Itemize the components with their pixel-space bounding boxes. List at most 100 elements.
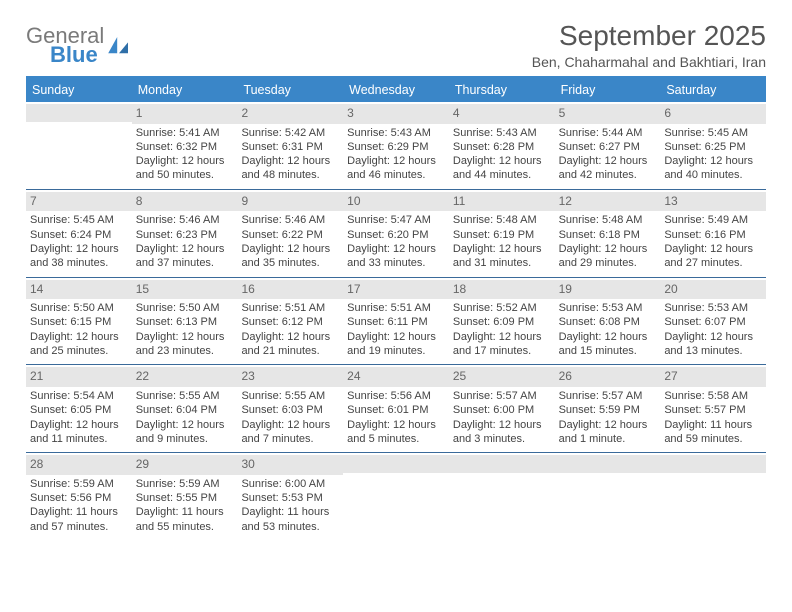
day-cell — [555, 453, 661, 540]
day-cell: 10Sunrise: 5:47 AMSunset: 6:20 PMDayligh… — [343, 190, 449, 277]
day-number: 19 — [555, 280, 661, 300]
day-cell: 13Sunrise: 5:49 AMSunset: 6:16 PMDayligh… — [660, 190, 766, 277]
day-cell: 25Sunrise: 5:57 AMSunset: 6:00 PMDayligh… — [449, 365, 555, 452]
sunrise-text: Sunrise: 5:53 AM — [559, 301, 657, 315]
sunset-text: Sunset: 6:03 PM — [241, 403, 339, 417]
day-cell — [343, 453, 449, 540]
daylight-text: Daylight: 12 hours and 21 minutes. — [241, 330, 339, 359]
day-cell — [660, 453, 766, 540]
sunrise-text: Sunrise: 5:56 AM — [347, 389, 445, 403]
daylight-text: Daylight: 11 hours and 53 minutes. — [241, 505, 339, 534]
daylight-text: Daylight: 12 hours and 23 minutes. — [136, 330, 234, 359]
daylight-text: Daylight: 12 hours and 40 minutes. — [664, 154, 762, 183]
day-number: 9 — [237, 192, 343, 212]
week-row: 21 Sunrise: 5:54 AMSunset: 6:05 PM Dayligh… — [26, 365, 766, 453]
daylight-text: Daylight: 12 hours and 35 minutes. — [241, 242, 339, 271]
sail-icon — [108, 37, 130, 55]
location-subtitle: Ben, Chaharmahal and Bakhtiari, Iran — [532, 54, 766, 70]
day-cell: 26Sunrise: 5:57 AMSunset: 5:59 PMDayligh… — [555, 365, 661, 452]
sunset-text: Sunset: 6:13 PM — [136, 315, 234, 329]
week-row: 14 Sunrise: 5:50 AM Sunset: 6:15 PM Dayligh… — [26, 278, 766, 366]
daylight-text: Daylight: 12 hours and 37 minutes. — [136, 242, 234, 271]
day-number — [449, 455, 555, 473]
week-row: 7Sunrise: 5:45 AMSunset: 6:24 PMDaylight… — [26, 190, 766, 278]
day-number: 28 — [26, 455, 132, 475]
day-cell: 20Sunrise: 5:53 AMSunset: 6:07 PMDayligh… — [660, 278, 766, 365]
sunset-text: Sunset: 5:56 PM — [30, 491, 128, 505]
day-cell: 7Sunrise: 5:45 AMSunset: 6:24 PMDaylight… — [26, 190, 132, 277]
day-cell: 18Sunrise: 5:52 AMSunset: 6:09 PMDayligh… — [449, 278, 555, 365]
daylight-text: Daylight: 12 hours and 3 minutes. — [453, 418, 551, 447]
sunrise-text: Sunrise: 5:54 AM — [30, 389, 128, 403]
sunset-text: Sunset: 6:04 PM — [136, 403, 234, 417]
daylight-text: Daylight: 12 hours and 42 minutes. — [559, 154, 657, 183]
day-number — [555, 455, 661, 473]
day-number: 11 — [449, 192, 555, 212]
sunrise-text: Sunrise: 5:48 AM — [559, 213, 657, 227]
daylight-text: Daylight: 11 hours and 57 minutes. — [30, 505, 128, 534]
day-number — [343, 455, 449, 473]
logo-text: General Blue — [26, 24, 104, 66]
day-number: 1 — [132, 104, 238, 124]
day-number: 21 — [26, 367, 132, 387]
day-number: 3 — [343, 104, 449, 124]
day-cell: 6Sunrise: 5:45 AMSunset: 6:25 PMDaylight… — [660, 102, 766, 189]
sunset-text: Sunset: 6:01 PM — [347, 403, 445, 417]
daylight-text: Daylight: 12 hours and 29 minutes. — [559, 242, 657, 271]
sunrise-text: Sunrise: 5:55 AM — [241, 389, 339, 403]
daylight-text: Daylight: 12 hours and 46 minutes. — [347, 154, 445, 183]
day-number: 27 — [660, 367, 766, 387]
calendar: Sunday Monday Tuesday Wednesday Thursday… — [26, 76, 766, 540]
sunrise-text: Sunrise: 5:43 AM — [453, 126, 551, 140]
sunrise-text: Sunrise: 5:58 AM — [664, 389, 762, 403]
day-number: 25 — [449, 367, 555, 387]
page-title: September 2025 — [532, 20, 766, 52]
day-number: 8 — [132, 192, 238, 212]
sunrise-text: Sunrise: 6:00 AM — [241, 477, 339, 491]
sunrise-text: Sunrise: 5:45 AM — [664, 126, 762, 140]
sunrise-text: Sunrise: 5:53 AM — [664, 301, 762, 315]
sunrise-text: Sunrise: 5:48 AM — [453, 213, 551, 227]
daylight-text: Daylight: 11 hours and 59 minutes. — [664, 418, 762, 447]
sunset-text: Sunset: 6:05 PM — [30, 403, 128, 417]
dayhead-fri: Friday — [555, 78, 661, 102]
day-cell: 9Sunrise: 5:46 AMSunset: 6:22 PMDaylight… — [237, 190, 343, 277]
day-cell: 17Sunrise: 5:51 AMSunset: 6:11 PMDayligh… — [343, 278, 449, 365]
day-number: 30 — [237, 455, 343, 475]
sunset-text: Sunset: 5:55 PM — [136, 491, 234, 505]
sunrise-text: Sunrise: 5:49 AM — [664, 213, 762, 227]
day-number: 24 — [343, 367, 449, 387]
sunrise-text: Sunrise: 5:50 AM — [136, 301, 234, 315]
sunrise-text: Sunrise: 5:59 AM — [136, 477, 234, 491]
day-cell: 16Sunrise: 5:51 AMSunset: 6:12 PMDayligh… — [237, 278, 343, 365]
sunset-text: Sunset: 6:22 PM — [241, 228, 339, 242]
sunset-text: Sunset: 6:32 PM — [136, 140, 234, 154]
day-number — [26, 104, 132, 122]
day-cell: 4Sunrise: 5:43 AMSunset: 6:28 PMDaylight… — [449, 102, 555, 189]
sunset-text: Sunset: 6:12 PM — [241, 315, 339, 329]
daylight-text: Daylight: 12 hours and 38 minutes. — [30, 242, 128, 271]
day-header-row: Sunday Monday Tuesday Wednesday Thursday… — [26, 78, 766, 102]
sunrise-text: Sunrise: 5:55 AM — [136, 389, 234, 403]
day-cell: 11Sunrise: 5:48 AMSunset: 6:19 PMDayligh… — [449, 190, 555, 277]
sunrise-text: Sunrise: 5:43 AM — [347, 126, 445, 140]
day-number: 22 — [132, 367, 238, 387]
dayhead-thu: Thursday — [449, 78, 555, 102]
sunrise-text: Sunrise: 5:46 AM — [241, 213, 339, 227]
day-cell: 3Sunrise: 5:43 AMSunset: 6:29 PMDaylight… — [343, 102, 449, 189]
sunset-text: Sunset: 5:59 PM — [559, 403, 657, 417]
daylight-text: Daylight: 12 hours and 19 minutes. — [347, 330, 445, 359]
day-cell: 14Sunrise: 5:50 AMSunset: 6:15 PMDayligh… — [26, 278, 132, 365]
logo: General Blue — [26, 24, 130, 66]
daylight-text: Daylight: 12 hours and 33 minutes. — [347, 242, 445, 271]
sunset-text: Sunset: 6:15 PM — [30, 315, 128, 329]
day-cell: 30Sunrise: 6:00 AMSunset: 5:53 PMDayligh… — [237, 453, 343, 540]
sunset-text: Sunset: 6:08 PM — [559, 315, 657, 329]
sunset-text: Sunset: 6:23 PM — [136, 228, 234, 242]
day-number: 15 — [132, 280, 238, 300]
day-cell — [26, 102, 132, 189]
sunrise-text: Sunrise: 5:47 AM — [347, 213, 445, 227]
day-number: 12 — [555, 192, 661, 212]
day-number: 14 — [26, 280, 132, 300]
sunset-text: Sunset: 6:31 PM — [241, 140, 339, 154]
